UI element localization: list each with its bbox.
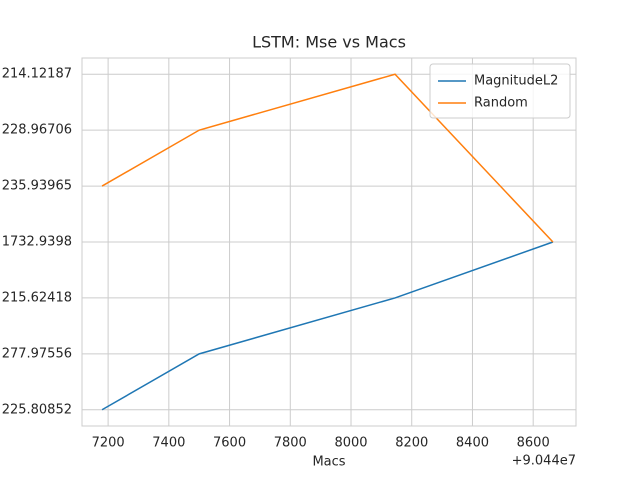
x-tick-label: 8600 [517,436,550,451]
chart-title: LSTM: Mse vs Macs [252,33,406,52]
x-tick-label: 7800 [274,436,307,451]
legend-label: Random [474,96,528,111]
x-tick-label: 7200 [92,436,125,451]
x-tick-label: 7600 [213,436,246,451]
x-offset-label: +9.044e7 [512,454,576,469]
x-axis-label: Macs [312,455,345,470]
y-tick-label: 1732.9398 [2,235,72,250]
y-tick-label: 235.93965 [2,179,72,194]
legend: MagnitudeL2 Random [429,63,571,119]
y-tick-label: 277.97556 [2,346,72,361]
x-tick-label: 8400 [456,436,489,451]
x-tick-label: 7400 [152,436,185,451]
y-tick-label: 228.96706 [2,123,72,138]
legend-box [429,63,571,119]
y-tick-label: 214.12187 [2,67,72,82]
x-tick-label: 8200 [395,436,428,451]
line [101,241,554,411]
x-tick-label: 8000 [334,436,367,451]
line [101,73,554,243]
plot-frame [81,57,577,427]
y-tick-label: 215.62418 [2,290,72,305]
legend-label: MagnitudeL2 [474,74,558,89]
y-tick-label: 225.80852 [2,402,72,417]
